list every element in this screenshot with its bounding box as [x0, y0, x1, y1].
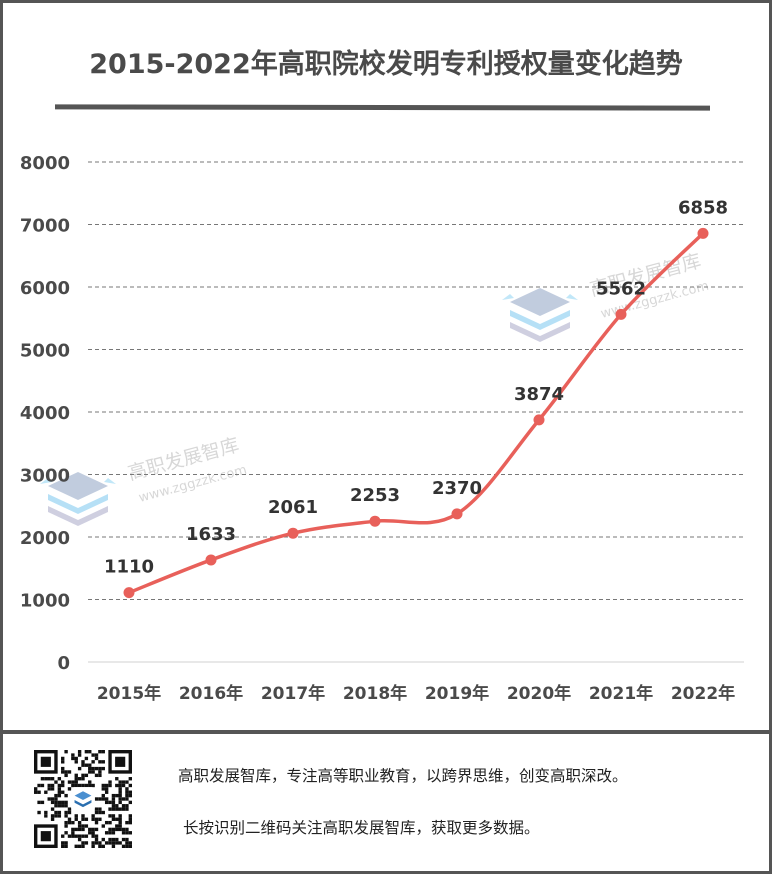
x-tick-label: 2021年	[589, 683, 653, 704]
y-tick-label: 7000	[20, 216, 70, 237]
y-tick-label: 4000	[20, 403, 70, 424]
data-point[interactable]	[451, 508, 463, 520]
data-point[interactable]	[697, 227, 709, 239]
qr-code[interactable]	[34, 750, 132, 848]
footer-slogan: 高职发展智库，专注高等职业教育，以跨界思维，创变高职深改。	[178, 767, 628, 785]
y-tick-label: 0	[57, 653, 70, 674]
data-point[interactable]	[205, 554, 217, 566]
data-label: 1633	[186, 524, 236, 545]
x-tick-label: 2015年	[97, 683, 161, 704]
data-point[interactable]	[533, 414, 545, 426]
data-label: 2061	[268, 497, 318, 518]
y-tick-label: 1000	[20, 591, 70, 612]
x-tick-label: 2016年	[179, 683, 243, 704]
data-label: 3874	[514, 384, 564, 405]
x-tick-label: 2018年	[343, 683, 407, 704]
x-tick-label: 2019年	[425, 683, 489, 704]
data-point[interactable]	[369, 515, 381, 527]
y-tick-label: 3000	[20, 466, 70, 487]
data-point[interactable]	[615, 308, 627, 320]
data-label: 1110	[104, 557, 154, 578]
footer-qr-hint: 长按识别二维码关注高职发展智库，获取更多数据。	[183, 819, 540, 837]
y-tick-label: 6000	[20, 278, 70, 299]
data-label: 5562	[596, 278, 646, 299]
y-tick-label: 5000	[20, 341, 70, 362]
data-point[interactable]	[123, 587, 135, 599]
x-tick-label: 2017年	[261, 683, 325, 704]
data-label: 2253	[350, 485, 400, 506]
x-tick-label: 2022年	[671, 683, 735, 704]
x-tick-label: 2020年	[507, 683, 571, 704]
data-label: 2370	[432, 478, 482, 499]
chart-title: 2015-2022年高职院校发明专利授权量变化趋势	[89, 49, 683, 80]
series-line	[127, 231, 705, 595]
chart-panel	[0, 0, 772, 733]
data-label: 6858	[678, 197, 728, 218]
y-tick-label: 2000	[20, 528, 70, 549]
y-tick-label: 8000	[20, 153, 70, 174]
data-point[interactable]	[287, 527, 299, 539]
